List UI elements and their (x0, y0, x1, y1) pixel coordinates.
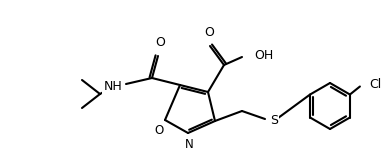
Text: N: N (185, 138, 193, 151)
Text: Cl: Cl (369, 78, 381, 91)
Text: S: S (270, 114, 278, 126)
Text: O: O (154, 124, 163, 137)
Text: OH: OH (254, 48, 273, 61)
Text: O: O (155, 36, 165, 49)
Text: O: O (204, 26, 214, 39)
Text: NH: NH (103, 80, 122, 92)
